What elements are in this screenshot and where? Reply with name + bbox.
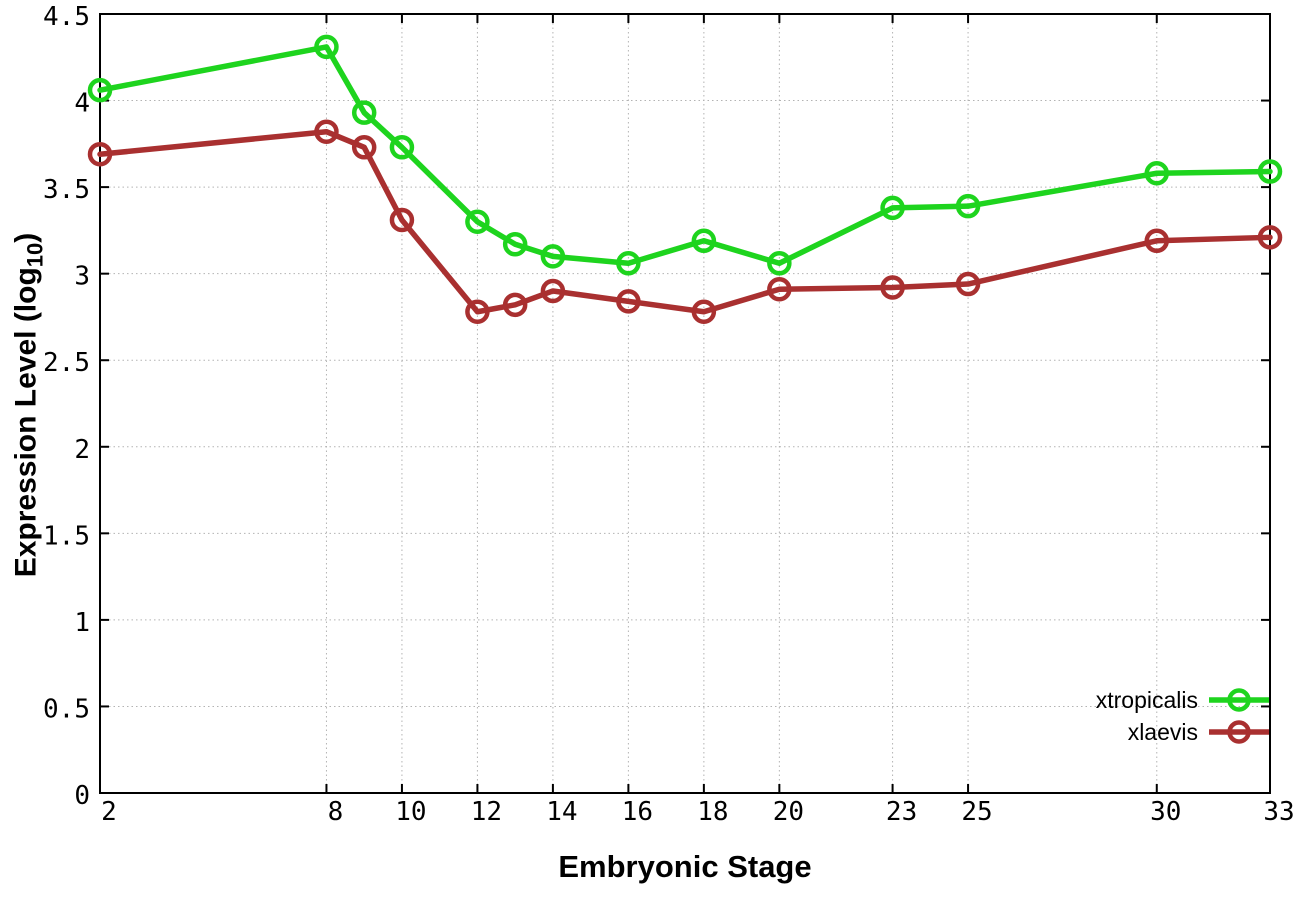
y-axis-title-close: ) [9, 232, 43, 243]
data-point-marker [691, 228, 717, 254]
x-tick-label: 14 [546, 797, 577, 827]
data-point-marker [465, 209, 490, 234]
x-tick-label: 20 [773, 797, 804, 827]
data-point-marker [87, 141, 113, 167]
data-point-marker [880, 275, 905, 300]
data-point-marker [616, 289, 641, 314]
x-tick-label: 12 [471, 797, 502, 827]
data-point-marker [1257, 159, 1283, 184]
data-point-marker [955, 271, 981, 297]
data-point-marker [87, 77, 113, 103]
data-point-marker [1144, 161, 1170, 186]
y-tick-label: 1 [74, 608, 90, 638]
data-point-marker [314, 119, 339, 144]
x-tick-label: 8 [328, 797, 344, 827]
y-tick-label: 3 [74, 262, 90, 292]
legend-label-xtropicalis: xtropicalis [1095, 687, 1198, 713]
data-point-marker [767, 251, 792, 276]
data-point-marker [389, 207, 415, 233]
y-tick-label: 2.5 [43, 348, 90, 378]
y-tick-label: 4.5 [43, 2, 90, 32]
data-point-marker [502, 292, 528, 318]
series-markers-xtropicalis [87, 34, 1283, 276]
series-line-xtropicalis [97, 44, 1273, 267]
data-point-marker [540, 244, 566, 269]
y-axis-title-text: Expression Level (log [9, 267, 43, 578]
data-point-marker [351, 135, 377, 160]
y-tick-label: 3.5 [43, 175, 90, 205]
data-point-marker [502, 231, 528, 257]
series-line-xlaevis [97, 128, 1273, 315]
y-axis-title: Expression Level (log10) [6, 16, 48, 795]
legend: xtropicalis xlaevis [1096, 685, 1270, 747]
data-point-marker [880, 195, 905, 221]
data-point-marker [691, 299, 717, 325]
x-tick-label: 30 [1150, 797, 1181, 827]
data-point-marker [1144, 228, 1170, 254]
series-markers-xlaevis [87, 119, 1283, 325]
gridlines [99, 13, 1271, 794]
y-axis-title-subscript: 10 [22, 242, 48, 268]
x-tick-label: 10 [395, 797, 426, 827]
x-tick-label: 18 [697, 797, 728, 827]
data-point-marker [767, 276, 792, 302]
data-point-marker [616, 251, 641, 276]
legend-entry-xlaevis: xlaevis [1128, 717, 1270, 747]
y-tick-label: 0.5 [43, 694, 90, 724]
data-point-marker [955, 193, 981, 219]
y-tick-label: 4 [74, 89, 90, 119]
data-point-marker [465, 299, 490, 325]
y-tick-label: 2 [74, 435, 90, 465]
y-tick-label: 1.5 [43, 521, 90, 551]
plot-border [99, 13, 1271, 794]
data-point-marker [314, 34, 339, 60]
x-tick-label: 2 [101, 797, 117, 827]
data-point-marker [1257, 225, 1283, 250]
x-tick-label: 16 [622, 797, 653, 827]
x-tick-label: 33 [1263, 797, 1294, 827]
y-tick-label: 0 [74, 781, 90, 811]
legend-label-xlaevis: xlaevis [1127, 719, 1198, 745]
x-tick-label: 23 [886, 797, 917, 827]
legend-marker-xlaevis [1209, 720, 1269, 744]
data-point-marker [389, 135, 415, 160]
x-axis-title: Embryonic Stage [558, 849, 812, 884]
data-point-marker [351, 100, 377, 125]
legend-marker-xtropicalis [1209, 688, 1269, 712]
data-point-marker [540, 278, 566, 304]
axis-ticks [99, 13, 1271, 794]
x-tick-label: 25 [961, 797, 992, 827]
legend-entry-xtropicalis: xtropicalis [1096, 685, 1270, 715]
